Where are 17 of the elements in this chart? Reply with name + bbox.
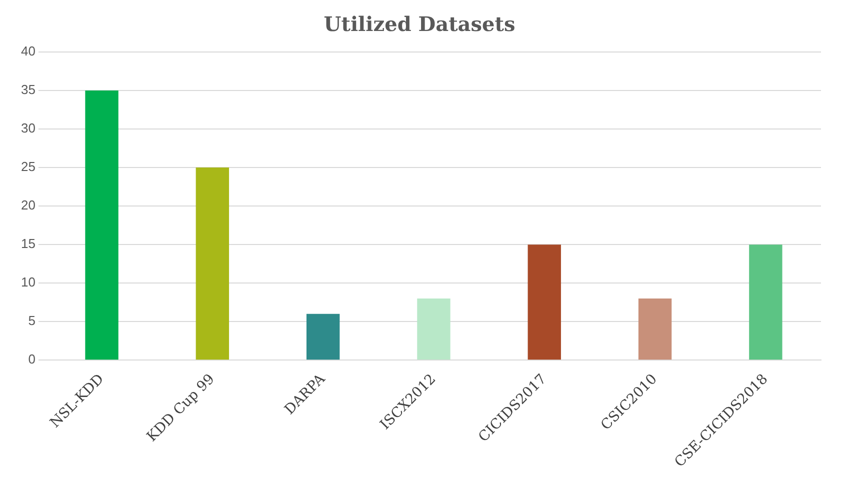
- bar: [528, 244, 561, 360]
- y-tick-label: 5: [28, 313, 36, 328]
- y-tick-label: 0: [28, 352, 36, 367]
- y-tick-label: 40: [20, 44, 36, 59]
- bar: [749, 244, 782, 360]
- y-tick-label: 30: [20, 120, 36, 136]
- bar: [417, 298, 450, 360]
- bar: [196, 168, 230, 360]
- y-tick-label: 10: [20, 274, 36, 290]
- y-tick-label: 35: [20, 82, 36, 98]
- y-tick-label: 20: [20, 198, 36, 213]
- bar: [85, 90, 118, 360]
- y-tick-label: 25: [20, 159, 36, 174]
- chart-title: Utilized Datasets: [324, 12, 516, 36]
- bar: [638, 298, 672, 360]
- bar: [306, 314, 340, 360]
- y-tick-label: 15: [20, 236, 36, 252]
